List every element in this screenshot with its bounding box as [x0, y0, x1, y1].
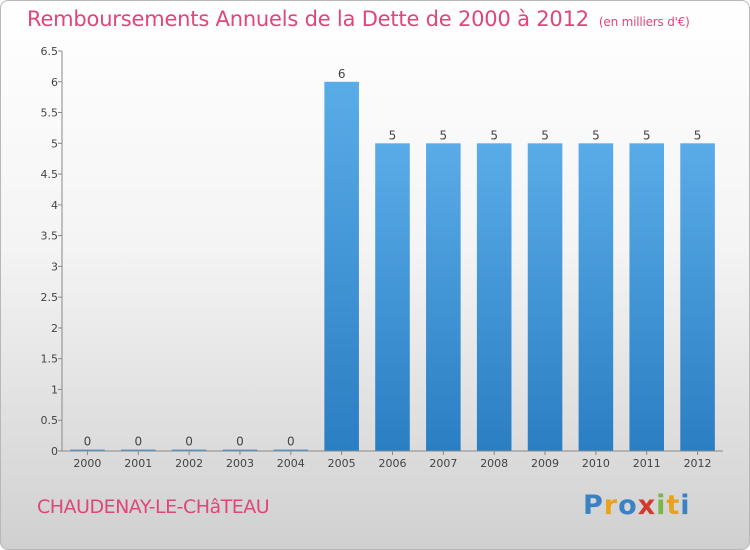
bar	[273, 449, 309, 451]
bar	[222, 449, 258, 451]
y-tick-label: 6.5	[41, 45, 59, 58]
bar	[629, 143, 665, 452]
bar	[375, 143, 410, 452]
data-label: 0	[185, 435, 193, 449]
y-axis: 0 0.5 1 1.5 2 2.5 3 3.5 4 4.5 5 5.5 6 6.5	[41, 45, 63, 458]
data-label: 5	[541, 128, 549, 142]
data-label: 0	[134, 435, 142, 449]
logo-letter: i	[656, 490, 667, 521]
bar	[120, 449, 156, 451]
x-tick-label: 2009	[531, 457, 559, 470]
bar	[171, 449, 207, 451]
logo-letter: P	[583, 490, 604, 521]
data-label: 0	[236, 435, 244, 449]
x-tick-label: 2001	[124, 457, 152, 470]
y-tick-label: 0.5	[41, 414, 59, 427]
data-label: 6	[338, 67, 346, 81]
x-tick-label: 2011	[633, 457, 661, 470]
x-tick-label: 2012	[684, 457, 712, 470]
x-axis: 2000 2001 2002 2003 2004 2005 2006 2007 2008 2009…	[62, 450, 723, 470]
y-tick-label: 0	[51, 445, 58, 458]
y-tick-label: 2	[51, 322, 58, 335]
logo-letter: r	[603, 490, 619, 521]
chart-title: Remboursements Annuels de la Dette de 20…	[27, 7, 690, 31]
bar	[70, 449, 105, 451]
y-tick-label: 4.5	[41, 168, 59, 181]
data-label: 5	[490, 128, 498, 142]
data-label: 5	[389, 128, 397, 142]
y-tick-label: 5.5	[41, 107, 59, 120]
x-tick-label: 2008	[480, 457, 508, 470]
y-tick-label: 1	[51, 383, 58, 396]
x-tick-label: 2010	[582, 457, 610, 470]
x-tick-label: 2004	[277, 457, 305, 470]
logo-letter: i	[680, 490, 691, 521]
bar	[426, 143, 461, 452]
proxiti-logo[interactable]: Proxiti	[583, 490, 691, 521]
bars: 0 0 0 0 0 6 5 5 5 5 5 5 5	[70, 67, 715, 452]
y-tick-label: 5	[51, 137, 58, 150]
data-label: 0	[287, 435, 295, 449]
data-label: 5	[694, 128, 702, 142]
bar	[527, 143, 563, 452]
y-tick-label: 4	[51, 199, 58, 212]
x-tick-label: 2007	[429, 457, 457, 470]
x-tick-label: 2005	[328, 457, 356, 470]
y-tick-label: 3	[51, 260, 58, 273]
x-tick-label: 2006	[379, 457, 407, 470]
y-tick-label: 2.5	[41, 291, 59, 304]
y-tick-label: 1.5	[41, 353, 59, 366]
logo-letter: t	[666, 490, 681, 521]
x-tick-label: 2002	[175, 457, 203, 470]
data-label: 5	[592, 128, 600, 142]
logo-letter: x	[637, 490, 657, 521]
bar	[324, 81, 359, 452]
data-label: 5	[440, 128, 448, 142]
bar	[476, 143, 512, 452]
chart-title-text: Remboursements Annuels de la Dette de 20…	[27, 7, 589, 31]
commune-name: CHAUDENAY-LE-CHâTEAU	[37, 496, 270, 518]
x-tick-label: 2000	[73, 457, 101, 470]
chart-unit: (en milliers d'€)	[598, 15, 690, 29]
bar	[680, 143, 715, 452]
y-tick-label: 3.5	[41, 230, 59, 243]
x-tick-label: 2003	[226, 457, 254, 470]
data-label: 5	[643, 128, 651, 142]
logo-letter: o	[618, 490, 638, 521]
y-tick-label: 6	[51, 76, 58, 89]
bar	[578, 143, 614, 452]
data-label: 0	[84, 435, 92, 449]
